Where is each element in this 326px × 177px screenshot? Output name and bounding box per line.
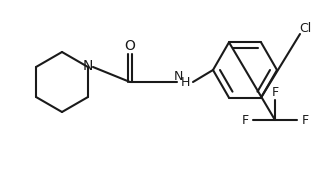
Text: O: O bbox=[125, 39, 135, 53]
Text: N: N bbox=[83, 59, 93, 73]
Text: N: N bbox=[173, 70, 183, 82]
Text: F: F bbox=[302, 113, 309, 127]
Text: H: H bbox=[180, 76, 190, 88]
Text: F: F bbox=[242, 113, 248, 127]
Text: F: F bbox=[272, 85, 278, 98]
Text: Cl: Cl bbox=[299, 22, 311, 36]
